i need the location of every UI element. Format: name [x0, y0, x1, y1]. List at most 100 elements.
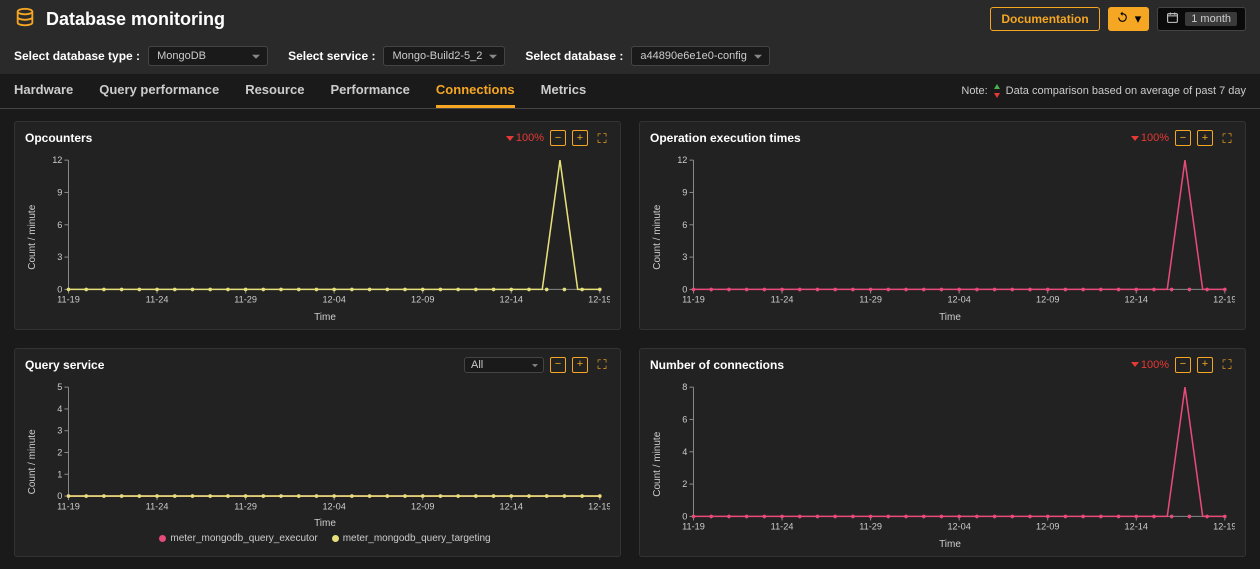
svg-text:2: 2	[57, 447, 62, 457]
svg-text:12-04: 12-04	[947, 521, 970, 531]
series-filter-select[interactable]: All	[464, 357, 544, 373]
expand-icon[interactable]: ⛶	[1219, 130, 1235, 146]
filter-row: Select database type : MongoDB Select se…	[0, 38, 1260, 74]
plus-icon[interactable]: +	[572, 357, 588, 373]
svg-text:12-09: 12-09	[411, 295, 434, 305]
database-filter: Select database : a44890e6e1e0-config	[525, 46, 769, 66]
svg-text:11-19: 11-19	[682, 521, 705, 531]
minus-icon[interactable]: −	[550, 130, 566, 146]
tab-query-performance[interactable]: Query performance	[99, 74, 219, 108]
panel-controls: 100% − + ⛶	[1131, 130, 1235, 146]
header-left: Database monitoring	[14, 7, 225, 32]
svg-text:4: 4	[682, 447, 687, 457]
tab-hardware[interactable]: Hardware	[14, 74, 73, 108]
svg-text:11-24: 11-24	[771, 521, 794, 531]
x-axis-label: Time	[40, 518, 610, 529]
chart-svg: 03691211-1911-2411-2912-0412-0912-1412-1…	[40, 152, 610, 310]
tab-metrics[interactable]: Metrics	[541, 74, 587, 108]
db-type-select[interactable]: MongoDB	[148, 46, 268, 66]
svg-text:6: 6	[57, 220, 62, 230]
refresh-icon	[1116, 11, 1129, 27]
svg-text:12-04: 12-04	[322, 295, 345, 305]
svg-text:12-04: 12-04	[322, 501, 345, 511]
service-filter: Select service : Mongo-Build2-5_2	[288, 46, 505, 66]
panel-title: Number of connections	[650, 358, 784, 372]
y-axis-label: Count / minute	[650, 379, 665, 550]
panel-title: Operation execution times	[650, 131, 801, 145]
app-header: Database monitoring Documentation ▾ 1 mo…	[0, 0, 1260, 38]
svg-text:4: 4	[57, 404, 62, 414]
y-axis-label: Count / minute	[25, 152, 40, 323]
svg-text:12: 12	[52, 155, 62, 165]
chevron-down-icon: ▾	[1135, 11, 1142, 27]
expand-icon[interactable]: ⛶	[594, 130, 610, 146]
svg-text:12-19: 12-19	[588, 295, 610, 305]
change-percent: 100%	[1131, 359, 1169, 371]
svg-text:8: 8	[682, 382, 687, 392]
svg-text:11-29: 11-29	[859, 521, 882, 531]
svg-text:12-19: 12-19	[588, 501, 610, 511]
chart: Count / minute 0246811-1911-2411-2912-04…	[650, 379, 1235, 550]
chart-grid: Opcounters 100% − + ⛶ Count / minute 0 3 6…	[0, 109, 1260, 569]
svg-text:12-14: 12-14	[500, 295, 523, 305]
change-percent: 100%	[1131, 132, 1169, 144]
svg-text:9: 9	[57, 188, 62, 198]
service-select[interactable]: Mongo-Build2-5_2	[383, 46, 505, 66]
db-type-label: Select database type :	[14, 49, 140, 63]
panel-header: Opcounters 100% − + ⛶	[25, 130, 610, 146]
svg-text:12-14: 12-14	[500, 501, 523, 511]
refresh-button[interactable]: ▾	[1108, 7, 1150, 31]
svg-text:0: 0	[682, 511, 687, 521]
tab-resource[interactable]: Resource	[245, 74, 304, 108]
panel-header: Operation execution times 100% − + ⛶	[650, 130, 1235, 146]
page-title: Database monitoring	[46, 9, 225, 30]
plus-icon[interactable]: +	[1197, 357, 1213, 373]
documentation-button[interactable]: Documentation	[990, 7, 1099, 31]
db-type-filter: Select database type : MongoDB	[14, 46, 268, 66]
plus-icon[interactable]: +	[1197, 130, 1213, 146]
tab-performance[interactable]: Performance	[330, 74, 409, 108]
svg-text:11-24: 11-24	[771, 295, 794, 305]
legend-label: meter_mongodb_query_targeting	[343, 533, 491, 544]
panel-title: Query service	[25, 358, 104, 372]
plus-icon[interactable]: +	[572, 130, 588, 146]
svg-text:11-19: 11-19	[57, 295, 80, 305]
panel-exec-times: Operation execution times 100% − + ⛶ Cou…	[639, 121, 1246, 330]
svg-text:11-29: 11-29	[859, 295, 882, 305]
svg-text:12-19: 12-19	[1213, 521, 1235, 531]
header-right: Documentation ▾ 1 month	[990, 7, 1246, 31]
x-axis-label: Time	[665, 312, 1235, 323]
svg-text:0: 0	[57, 491, 62, 501]
expand-icon[interactable]: ⛶	[1219, 357, 1235, 373]
svg-text:11-29: 11-29	[234, 501, 257, 511]
legend-dot	[332, 535, 339, 542]
time-range-button[interactable]: 1 month	[1157, 7, 1246, 31]
chart: Count / minute 01234511-1911-2411-2912-0…	[25, 379, 610, 544]
svg-text:11-19: 11-19	[57, 501, 80, 511]
svg-text:12: 12	[677, 155, 687, 165]
chart-svg: 0246811-1911-2411-2912-0412-0912-1412-19	[665, 379, 1235, 537]
svg-text:9: 9	[682, 188, 687, 198]
comparison-note: Note: Data comparison based on average o…	[961, 84, 1246, 98]
svg-text:3: 3	[57, 252, 62, 262]
minus-icon[interactable]: −	[1175, 130, 1191, 146]
minus-icon[interactable]: −	[550, 357, 566, 373]
service-label: Select service :	[288, 49, 375, 63]
svg-text:1: 1	[57, 469, 62, 479]
tab-row: Hardware Query performance Resource Perf…	[0, 74, 1260, 109]
svg-text:3: 3	[57, 426, 62, 436]
svg-text:11-24: 11-24	[146, 501, 169, 511]
legend: meter_mongodb_query_executor meter_mongo…	[40, 533, 610, 544]
minus-icon[interactable]: −	[1175, 357, 1191, 373]
svg-text:2: 2	[682, 479, 687, 489]
chart-svg: 01234511-1911-2411-2912-0412-0912-1412-1…	[40, 379, 610, 516]
database-select[interactable]: a44890e6e1e0-config	[631, 46, 769, 66]
tab-connections[interactable]: Connections	[436, 74, 515, 108]
svg-text:0: 0	[57, 284, 62, 294]
svg-text:12-09: 12-09	[1036, 521, 1059, 531]
chart: Count / minute 03691211-1911-2411-2912-0…	[25, 152, 610, 323]
panel-title: Opcounters	[25, 131, 92, 145]
svg-text:12-14: 12-14	[1125, 521, 1148, 531]
expand-icon[interactable]: ⛶	[594, 357, 610, 373]
svg-text:11-24: 11-24	[146, 295, 169, 305]
